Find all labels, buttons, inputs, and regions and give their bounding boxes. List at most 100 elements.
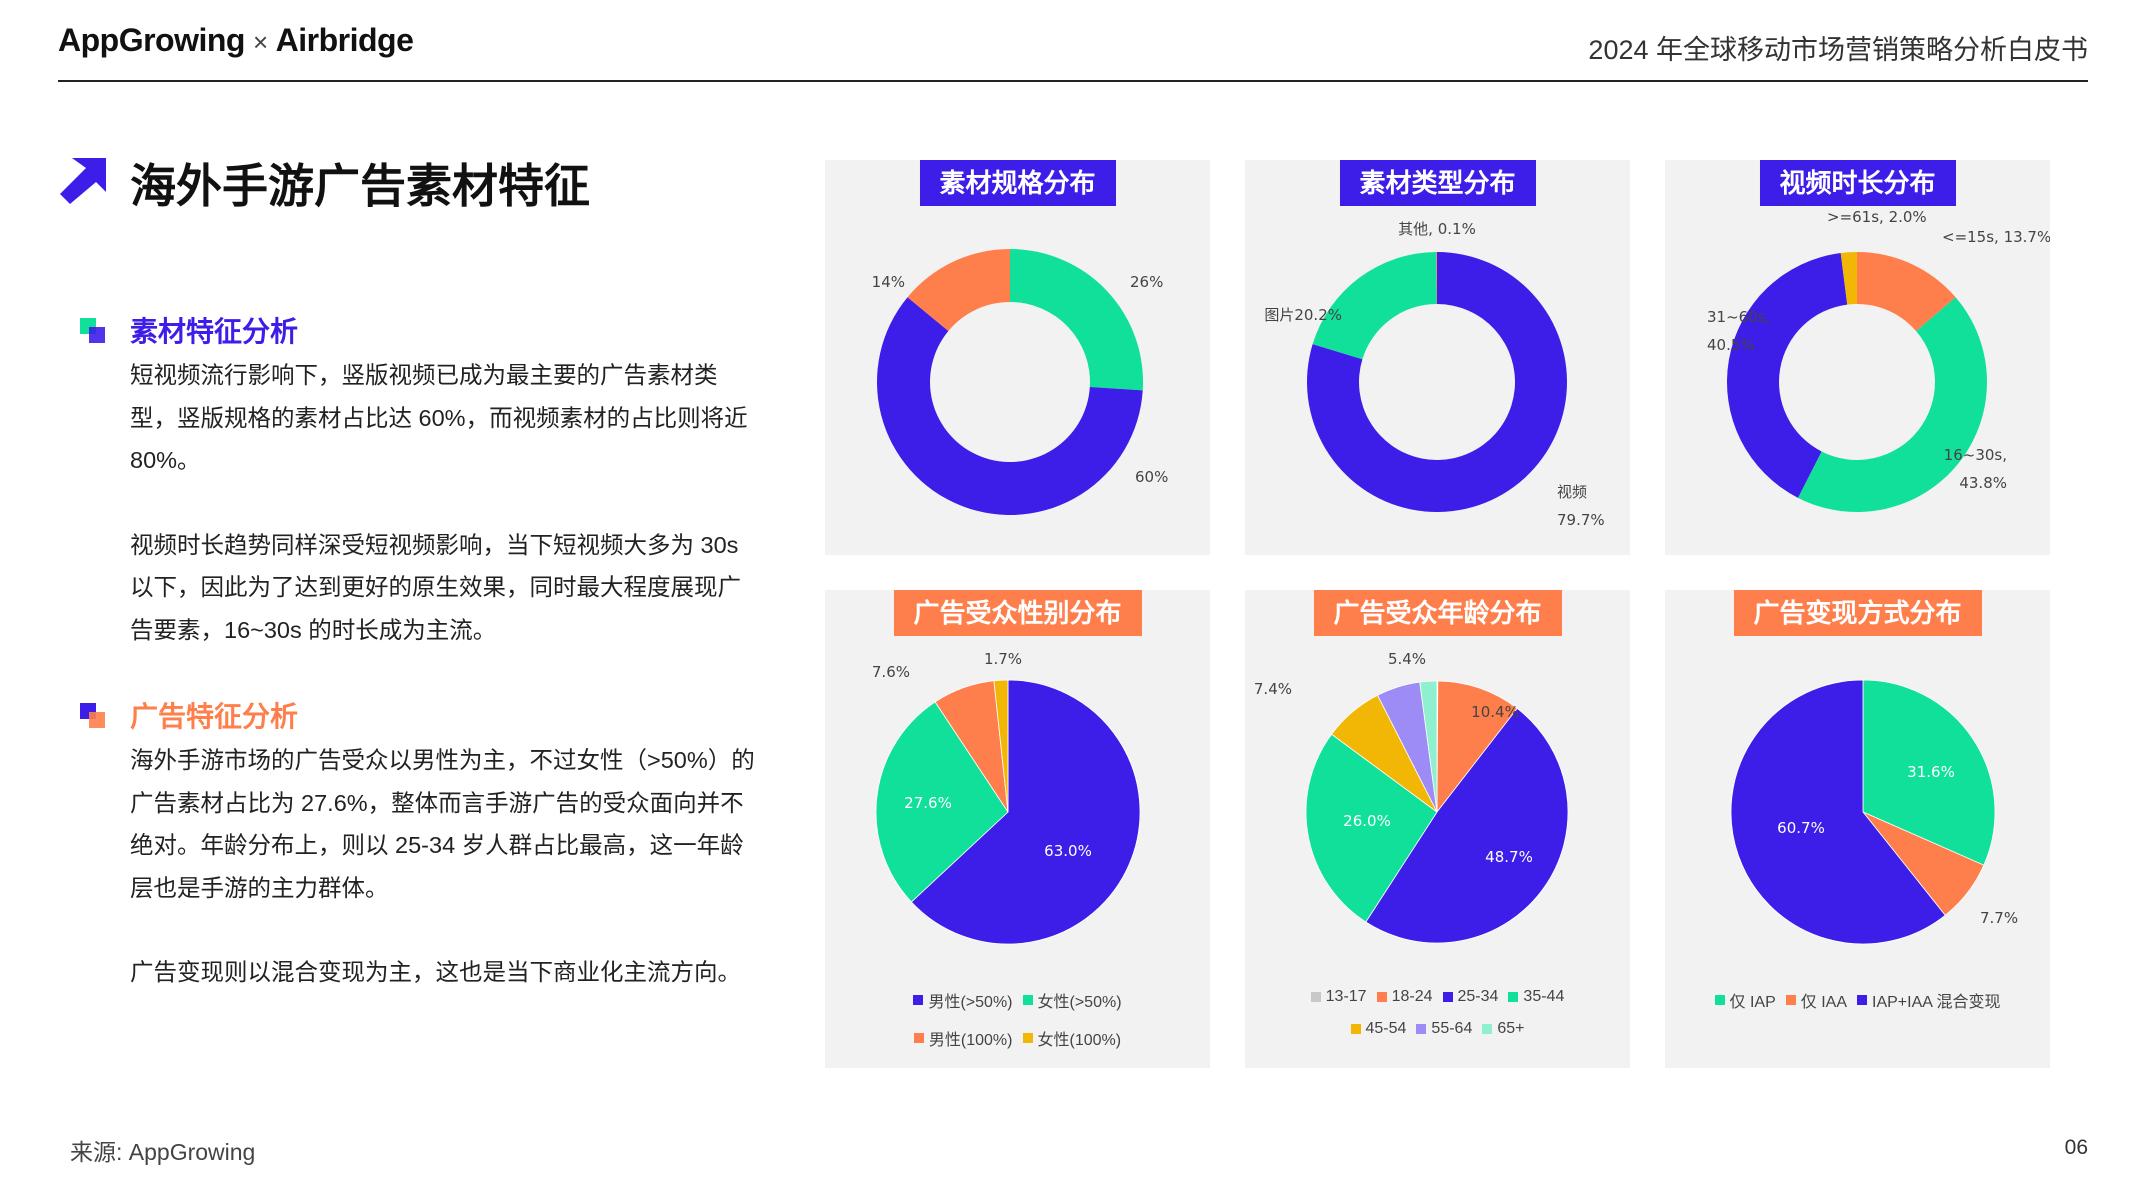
legend-item: 35-44 — [1508, 988, 1564, 1006]
pie-slice-6 — [1419, 680, 1438, 813]
legend-item: 仅 IAP — [1714, 988, 1776, 1012]
pie-slice-2 — [907, 249, 1010, 332]
legend-row: 仅 IAP 仅 IAA IAP+IAA 混合变现 — [1665, 988, 2050, 1012]
pie-slice-3 — [1840, 252, 1857, 305]
pie-slice-1 — [875, 701, 1009, 903]
legend-item: 13-17 — [1310, 988, 1367, 1006]
legend-row: 45-54 55-64 65+ — [1245, 1020, 1630, 1038]
squares-icon — [80, 318, 106, 344]
legend-swatch — [1442, 992, 1453, 1002]
legend-label: 35-44 — [1523, 988, 1565, 1005]
data-label: 10.4% — [1471, 703, 1519, 721]
data-label: 63.0% — [1044, 842, 1092, 860]
legend-row: 男性(100%) 女性(100%) — [825, 1026, 1210, 1050]
pie-slice-2 — [1436, 252, 1437, 305]
legend-swatch — [1785, 995, 1796, 1005]
legend-swatch — [1416, 1024, 1427, 1034]
legend-label: 55-64 — [1431, 1020, 1473, 1037]
legend-swatch — [1857, 995, 1867, 1005]
donut-chart-format: 26% 60% 14% — [872, 249, 1168, 515]
chart-legend: 仅 IAP 仅 IAA IAP+IAA 混合变现 — [1665, 988, 2050, 1026]
donut-chart-duration: <=15s, 13.7% 16~30s, 43.8% 31~60s, 40.5% >=61… — [1707, 208, 2050, 512]
chart-title: 素材规格分布 — [919, 160, 1116, 206]
data-label: 7.4% — [1254, 680, 1292, 698]
page-header: AppGrowing × Airbridge 2024 年全球移动市场营销策略分析白… — [58, 18, 2088, 78]
data-label: 26% — [1130, 273, 1163, 291]
pie-slice-0 — [1010, 249, 1143, 391]
legend-swatch — [1310, 992, 1321, 1002]
header-divider — [58, 80, 2088, 82]
data-label: >=61s, 2.0% — [1827, 208, 1927, 226]
section-paragraph: 视频时长趋势同样深受短视频影响，当下短视频大多为 30s 以下，因此为了达到更好… — [130, 531, 741, 643]
data-label: 16~30s, 43.8% — [1944, 446, 2007, 492]
pie-chart-monetization: 31.6% 7.7% 60.7% — [1730, 679, 2018, 945]
data-label: 5.4% — [1388, 650, 1426, 668]
pie-chart-age: 10.4% 48.7% 26.0% 7.4% 5.4% — [1254, 650, 1569, 944]
pie-slice-3 — [1305, 733, 1438, 923]
legend-swatch — [1022, 995, 1033, 1005]
legend-label: 18-24 — [1391, 988, 1433, 1005]
data-label: 60% — [1135, 468, 1168, 486]
data-label: 图片20.2% — [1264, 306, 1342, 324]
section-paragraph: 海外手游市场的广告受众以男性为主，不过女性（>50%）的广告素材占比为 27.6… — [130, 747, 755, 901]
chart-title: 视频时长分布 — [1759, 160, 1956, 206]
pie-slice-0 — [1857, 252, 1956, 332]
pie-slice-0 — [1862, 679, 1996, 866]
legend-swatch — [913, 1033, 924, 1043]
legend-label: IAP+IAA 混合变现 — [1872, 994, 2001, 1011]
pie-slice-3 — [993, 679, 1009, 813]
legend-item: 仅 IAA — [1785, 988, 1847, 1012]
data-label: 26.0% — [1343, 812, 1391, 830]
data-label: 7.6% — [872, 663, 910, 681]
data-label: 14% — [872, 273, 905, 291]
legend-swatch — [913, 995, 924, 1005]
data-label: <=15s, 13.7% — [1942, 228, 2050, 246]
legend-swatch — [1350, 1024, 1361, 1034]
legend-item: 65+ — [1482, 1020, 1524, 1038]
data-label: 60.7% — [1777, 819, 1825, 837]
brand-logo: AppGrowing × Airbridge — [58, 22, 414, 59]
section-title: 素材特征分析 — [130, 316, 299, 347]
logo-separator: × — [252, 27, 268, 57]
legend-item: IAP+IAA 混合变现 — [1857, 988, 2001, 1012]
legend-item: 女性(100%) — [1022, 1026, 1122, 1050]
pie-slice-1 — [1312, 252, 1437, 360]
pie-chart-gender: 63.0% 27.6% 7.6% 1.7% — [872, 650, 1141, 945]
chart-panel-format: 26% 60% 14% 素材规格分布 — [825, 160, 1210, 555]
legend-swatch — [1022, 1033, 1033, 1043]
chart-legend: 男性(>50%) 女性(>50%) 男性(100%) 女性(100%) — [825, 988, 1210, 1064]
chart-panel-monetization: 31.6% 7.7% 60.7% 广告变现方式分布 仅 IAP 仅 IAA IAP+IA… — [1665, 590, 2050, 1068]
chart-panel-duration: <=15s, 13.7% 16~30s, 43.8% 31~60s, 40.5% >=61… — [1665, 160, 2050, 555]
legend-item: 18-24 — [1376, 988, 1433, 1006]
pie-slice-1 — [1797, 297, 1987, 512]
page-number: 06 — [2064, 1136, 2088, 1159]
legend-label: 男性(>50%) — [928, 994, 1013, 1011]
legend-swatch — [1376, 992, 1387, 1002]
page-title: 海外手游广告素材特征 — [130, 160, 590, 212]
legend-label: 女性(100%) — [1037, 1032, 1122, 1049]
legend-item: 45-54 — [1350, 1020, 1406, 1038]
data-label: 其他, 0.1% — [1398, 220, 1476, 238]
chart-panel-gender: 63.0% 27.6% 7.6% 1.7% 广告受众性别分布 男性(>50%) 女性(>… — [825, 590, 1210, 1068]
legend-label: 男性(100%) — [928, 1032, 1013, 1049]
donut-chart-type: 视频 79.7% 图片20.2% 其他, 0.1% — [1264, 220, 1604, 529]
data-label: 31.6% — [1907, 763, 1955, 781]
chart-title: 广告受众年龄分布 — [1313, 590, 1562, 636]
legend-row: 男性(>50%) 女性(>50%) — [825, 988, 1210, 1012]
source-note: 来源: AppGrowing — [70, 1139, 256, 1165]
chart-panel-type: 视频 79.7% 图片20.2% 其他, 0.1% 素材类型分布 — [1245, 160, 1630, 555]
section-ad-features: 广告特征分析 海外手游市场的广告受众以男性为主，不过女性（>50%）的广告素材占… — [80, 695, 760, 994]
pie-slice-2 — [1730, 679, 1946, 945]
section-material-features: 素材特征分析 短视频流行影响下，竖版视频已成为最主要的广告素材类型，竖版规格的素… — [80, 310, 760, 651]
legend-label: 仅 IAP — [1729, 994, 1776, 1011]
data-label: 48.7% — [1485, 848, 1533, 866]
legend-label: 仅 IAA — [1800, 994, 1847, 1011]
legend-swatch — [1508, 992, 1519, 1002]
legend-label: 女性(>50%) — [1037, 994, 1122, 1011]
legend-label: 13-17 — [1325, 988, 1367, 1005]
data-label: 31~60s, 40.5% — [1707, 308, 1770, 354]
data-label: 7.7% — [1980, 909, 2018, 927]
legend-item: 男性(100%) — [913, 1026, 1013, 1050]
chart-title: 广告受众性别分布 — [893, 590, 1142, 636]
pie-slice-1 — [877, 297, 1143, 515]
